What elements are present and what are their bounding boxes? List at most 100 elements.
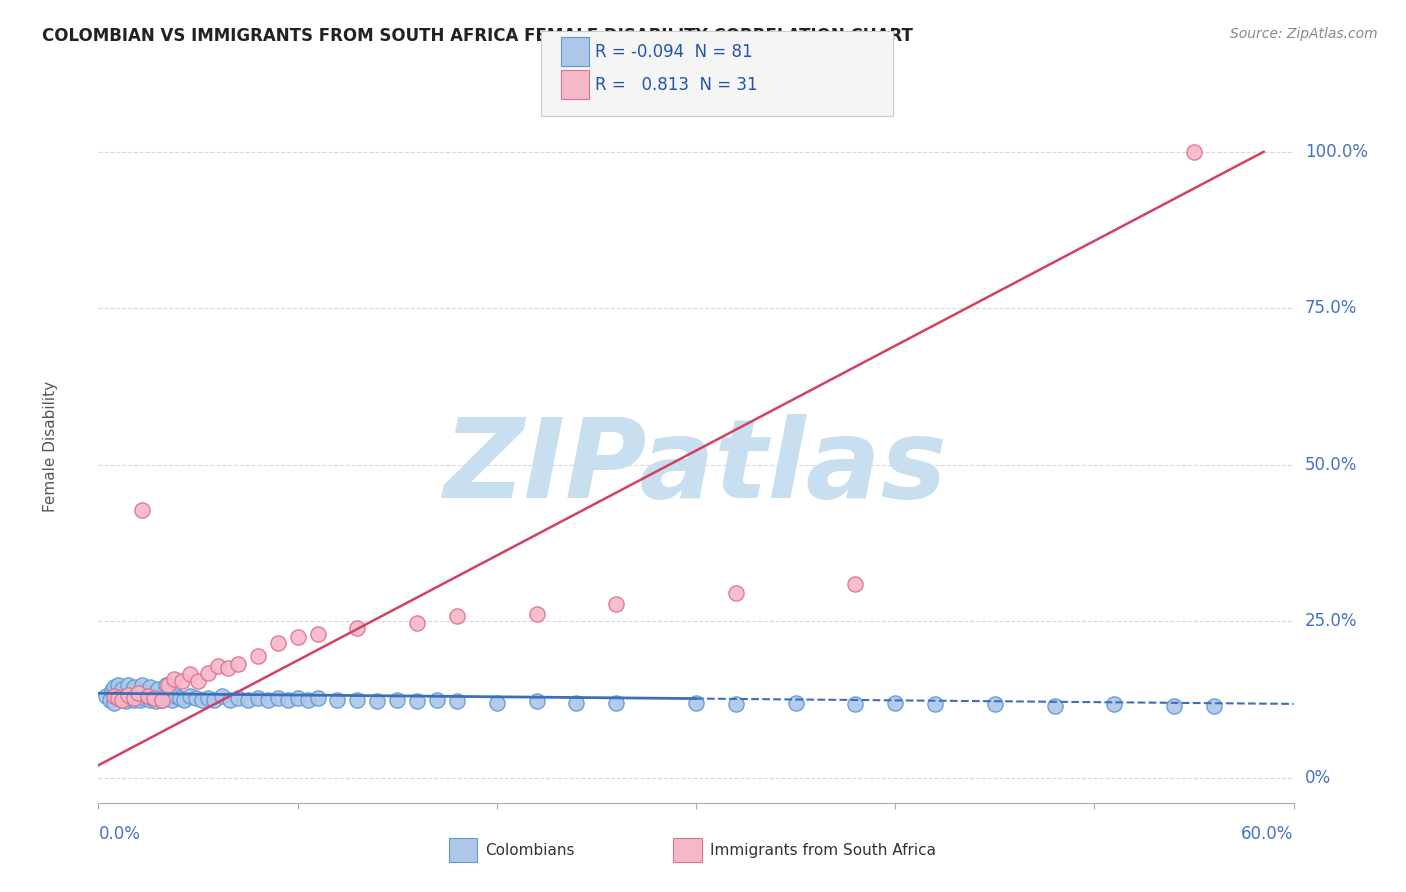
Point [1102, 697, 1125, 711]
Point [983, 697, 1005, 711]
Point [150, 692, 173, 706]
Point [148, 688, 170, 702]
Point [307, 627, 329, 641]
Point [131, 678, 153, 692]
Text: 0%: 0% [1305, 769, 1330, 787]
Point [256, 692, 278, 706]
Point [197, 665, 219, 680]
Point [406, 615, 429, 630]
Point [160, 692, 183, 706]
Point [121, 686, 143, 700]
Point [346, 692, 368, 706]
Point [115, 694, 138, 708]
Text: R =   0.813  N = 31: R = 0.813 N = 31 [595, 76, 758, 94]
Point [110, 688, 132, 702]
Point [406, 694, 429, 708]
Point [207, 659, 229, 673]
Text: 50.0%: 50.0% [1305, 456, 1357, 474]
Point [131, 690, 153, 704]
Text: ZIPatlas: ZIPatlas [444, 414, 948, 521]
Point [134, 690, 156, 705]
Point [277, 692, 299, 706]
Text: 75.0%: 75.0% [1305, 300, 1357, 318]
Point [141, 690, 163, 705]
Point [120, 690, 142, 705]
Point [526, 694, 548, 708]
Text: Immigrants from South Africa: Immigrants from South Africa [710, 843, 936, 857]
Point [98, 692, 122, 706]
Point [145, 694, 167, 708]
Point [157, 678, 180, 692]
Point [149, 690, 172, 705]
Point [287, 630, 309, 644]
Point [236, 692, 259, 706]
Point [155, 678, 177, 692]
Point [163, 672, 186, 686]
Point [101, 683, 124, 698]
Point [107, 690, 129, 705]
Point [446, 694, 468, 708]
Text: 0.0%: 0.0% [98, 825, 141, 843]
Point [127, 686, 149, 700]
Point [129, 692, 152, 706]
Point [685, 696, 707, 710]
Point [179, 690, 201, 704]
Point [1182, 145, 1205, 159]
Point [884, 696, 907, 710]
Text: 100.0%: 100.0% [1305, 143, 1368, 161]
Point [307, 690, 329, 705]
Point [426, 692, 449, 706]
Point [124, 680, 146, 694]
Point [267, 690, 290, 705]
Point [135, 686, 157, 700]
Point [246, 648, 269, 663]
Point [117, 678, 139, 692]
Point [1043, 698, 1066, 713]
Point [526, 607, 548, 621]
Point [197, 690, 219, 705]
Point [169, 690, 191, 705]
Point [924, 697, 946, 711]
Point [226, 690, 249, 705]
Point [226, 657, 249, 671]
Point [105, 686, 128, 700]
Point [191, 692, 214, 706]
Point [153, 690, 176, 704]
Point [179, 667, 201, 681]
Point [366, 694, 388, 708]
Point [111, 692, 134, 706]
Point [150, 692, 173, 706]
Point [103, 696, 125, 710]
Point [136, 690, 159, 704]
Point [117, 690, 139, 704]
Point [173, 692, 195, 706]
Point [127, 683, 149, 698]
Point [139, 680, 162, 694]
Point [485, 696, 508, 710]
Point [148, 681, 170, 696]
Point [605, 696, 627, 710]
Point [139, 692, 162, 706]
Point [287, 690, 309, 705]
Point [202, 692, 225, 706]
Point [844, 576, 866, 591]
Text: Source: ZipAtlas.com: Source: ZipAtlas.com [1230, 27, 1378, 41]
Point [125, 688, 148, 702]
Point [297, 692, 319, 706]
Point [724, 697, 747, 711]
Point [217, 661, 239, 675]
Text: 60.0%: 60.0% [1241, 825, 1294, 843]
Text: Female Disability: Female Disability [44, 380, 58, 512]
Point [165, 690, 187, 704]
Point [117, 688, 139, 702]
Point [111, 692, 134, 706]
Point [844, 697, 866, 711]
Point [605, 597, 627, 611]
Point [211, 690, 233, 704]
Point [219, 692, 242, 706]
Point [143, 690, 166, 704]
Point [326, 692, 349, 706]
Point [1163, 698, 1185, 713]
Point [1202, 698, 1225, 713]
Point [346, 621, 368, 635]
